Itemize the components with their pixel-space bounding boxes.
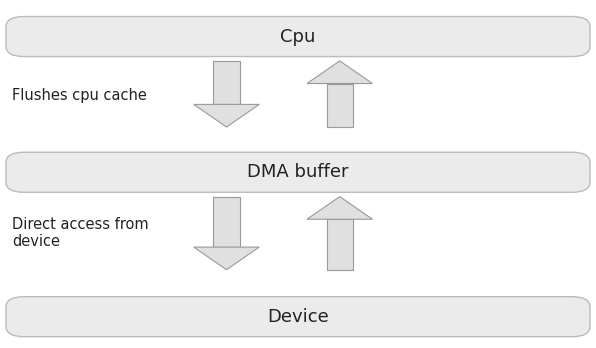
Polygon shape — [194, 104, 259, 127]
Text: Cpu: Cpu — [280, 27, 316, 46]
Polygon shape — [307, 61, 372, 84]
FancyBboxPatch shape — [6, 16, 590, 57]
Polygon shape — [327, 84, 353, 127]
Text: Direct access from
device: Direct access from device — [12, 217, 148, 250]
Polygon shape — [307, 197, 372, 219]
Polygon shape — [194, 247, 259, 270]
Text: DMA buffer: DMA buffer — [247, 163, 349, 181]
Polygon shape — [213, 197, 240, 247]
Polygon shape — [327, 219, 353, 270]
Polygon shape — [213, 61, 240, 104]
Text: Device: Device — [267, 308, 329, 326]
Text: Flushes cpu cache: Flushes cpu cache — [12, 88, 147, 103]
FancyBboxPatch shape — [6, 152, 590, 192]
FancyBboxPatch shape — [6, 296, 590, 337]
